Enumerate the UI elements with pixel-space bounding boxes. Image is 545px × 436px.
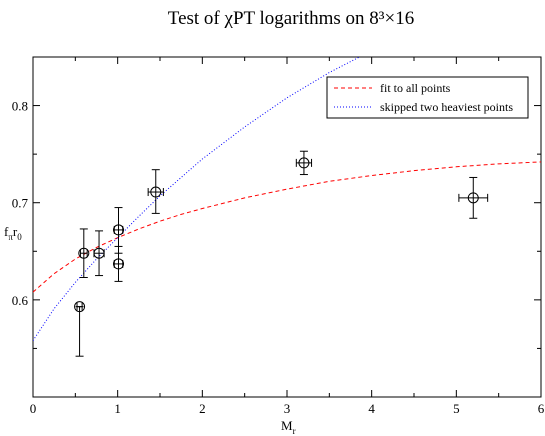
- fit-curves: [33, 57, 541, 341]
- x-axis-label: Mr: [281, 418, 296, 436]
- point-marker: [113, 224, 125, 236]
- y-tick-label: 0.6: [12, 293, 29, 308]
- legend-label: fit to all points: [380, 81, 451, 95]
- x-axis-ticks: 0 1 2 3 4 5 6: [30, 57, 545, 416]
- legend-box: [326, 76, 529, 119]
- y-tick-label: 0.7: [12, 196, 29, 211]
- data-point: [113, 245, 125, 282]
- x-tick-label: 2: [199, 401, 206, 416]
- x-tick-label: 3: [284, 401, 291, 416]
- data-point: [113, 207, 125, 254]
- data-point: [74, 301, 86, 357]
- y-tick-label: 0.8: [12, 99, 28, 114]
- fit-curve-skipped-heaviest: [33, 57, 361, 341]
- svg-text:fπr0: fπr0: [4, 224, 22, 242]
- x-tick-label: 1: [114, 401, 121, 416]
- x-tick-label: 0: [30, 401, 37, 416]
- legend-label: skipped two heaviest points: [380, 100, 513, 114]
- chart-title: Test of χPT logarithms on 8³×16: [168, 8, 414, 29]
- data-point: [93, 230, 105, 277]
- fit-curve-all-points: [33, 161, 541, 293]
- point-marker: [78, 247, 90, 259]
- point-marker: [298, 157, 310, 169]
- point-marker: [113, 258, 125, 270]
- y-axis-ticks: 0.6 0.7 0.8: [12, 56, 541, 349]
- data-point: [295, 150, 313, 176]
- x-tick-label: 4: [368, 401, 375, 416]
- data-point: [458, 176, 489, 219]
- point-marker: [74, 301, 86, 313]
- svg-text:Mr: Mr: [281, 418, 296, 436]
- y-axis-label: fπr0: [4, 224, 22, 242]
- point-marker: [467, 192, 479, 204]
- x-tick-label: 5: [453, 401, 460, 416]
- point-marker: [150, 186, 162, 198]
- x-tick-label: 6: [538, 401, 545, 416]
- point-marker: [93, 247, 105, 259]
- data-point: [78, 228, 90, 279]
- data-point: [147, 169, 164, 214]
- legend: fit to all points skipped two heaviest po…: [326, 76, 529, 119]
- data-points: [74, 150, 489, 357]
